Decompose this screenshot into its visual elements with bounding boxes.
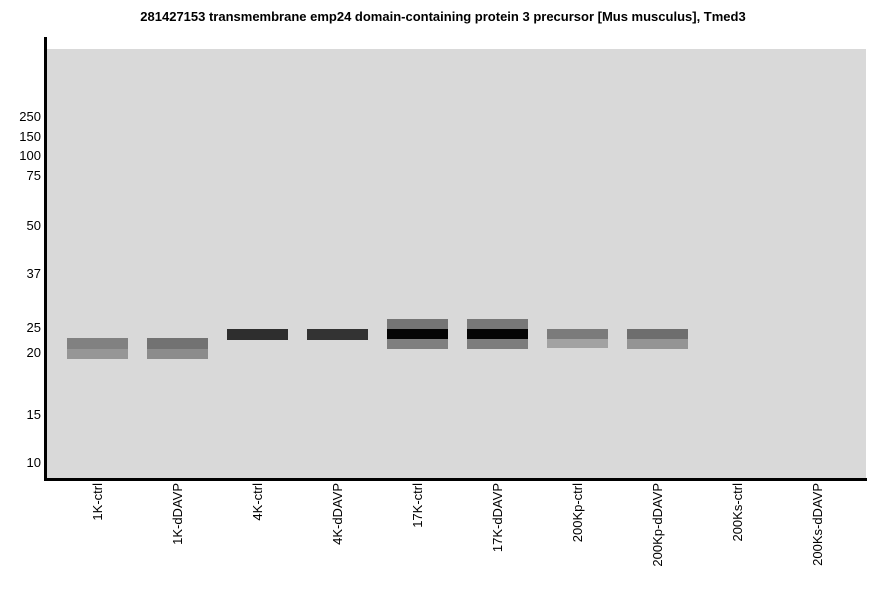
blot-band [626,329,688,339]
blot-band [466,329,528,339]
lane-label-17K-dDAVP: 17K-dDAVP [490,483,505,553]
blot-band [66,338,128,349]
y-axis-tick-label-15: 15 [26,407,41,422]
y-axis-tick-label-10: 10 [26,455,41,470]
lane-label-4K-ctrl: 4K-ctrl [250,483,265,521]
y-axis-tick-label-25: 25 [26,320,41,335]
blot-band [146,338,208,349]
blot-band [66,349,128,359]
lane-label-200Kp-dDAVP: 200Kp-dDAVP [650,483,665,567]
y-axis-tick-label-50: 50 [26,218,41,233]
blot-band [466,319,528,329]
y-axis-tick-label-150: 150 [19,129,41,144]
blot-band [306,329,368,340]
lane-label-17K-ctrl: 17K-ctrl [410,483,425,528]
y-axis-tick-label-250: 250 [19,109,41,124]
x-axis-line [44,478,867,481]
y-axis-line [44,37,47,481]
y-axis-tick-label-100: 100 [19,148,41,163]
lane-label-200Kp-ctrl: 200Kp-ctrl [570,483,585,543]
plot-area [47,49,866,478]
blot-band [386,329,448,339]
blot-band [546,339,608,348]
y-axis-tick-label-75: 75 [26,168,41,183]
lane-label-4K-dDAVP: 4K-dDAVP [330,483,345,545]
blot-band [146,349,208,359]
blot-band [626,339,688,349]
blot-band [466,339,528,349]
lane-label-200Ks-dDAVP: 200Ks-dDAVP [810,483,825,566]
y-axis-tick-label-37: 37 [26,266,41,281]
lane-label-1K-ctrl: 1K-ctrl [90,483,105,521]
blot-band [546,329,608,339]
chart-title: 281427153 transmembrane emp24 domain-con… [140,9,746,24]
lane-label-1K-dDAVP: 1K-dDAVP [170,483,185,545]
blot-band [386,339,448,349]
lane-label-200Ks-ctrl: 200Ks-ctrl [730,483,745,542]
blot-band [386,319,448,329]
blot-band [226,329,288,340]
y-axis-tick-label-20: 20 [26,345,41,360]
